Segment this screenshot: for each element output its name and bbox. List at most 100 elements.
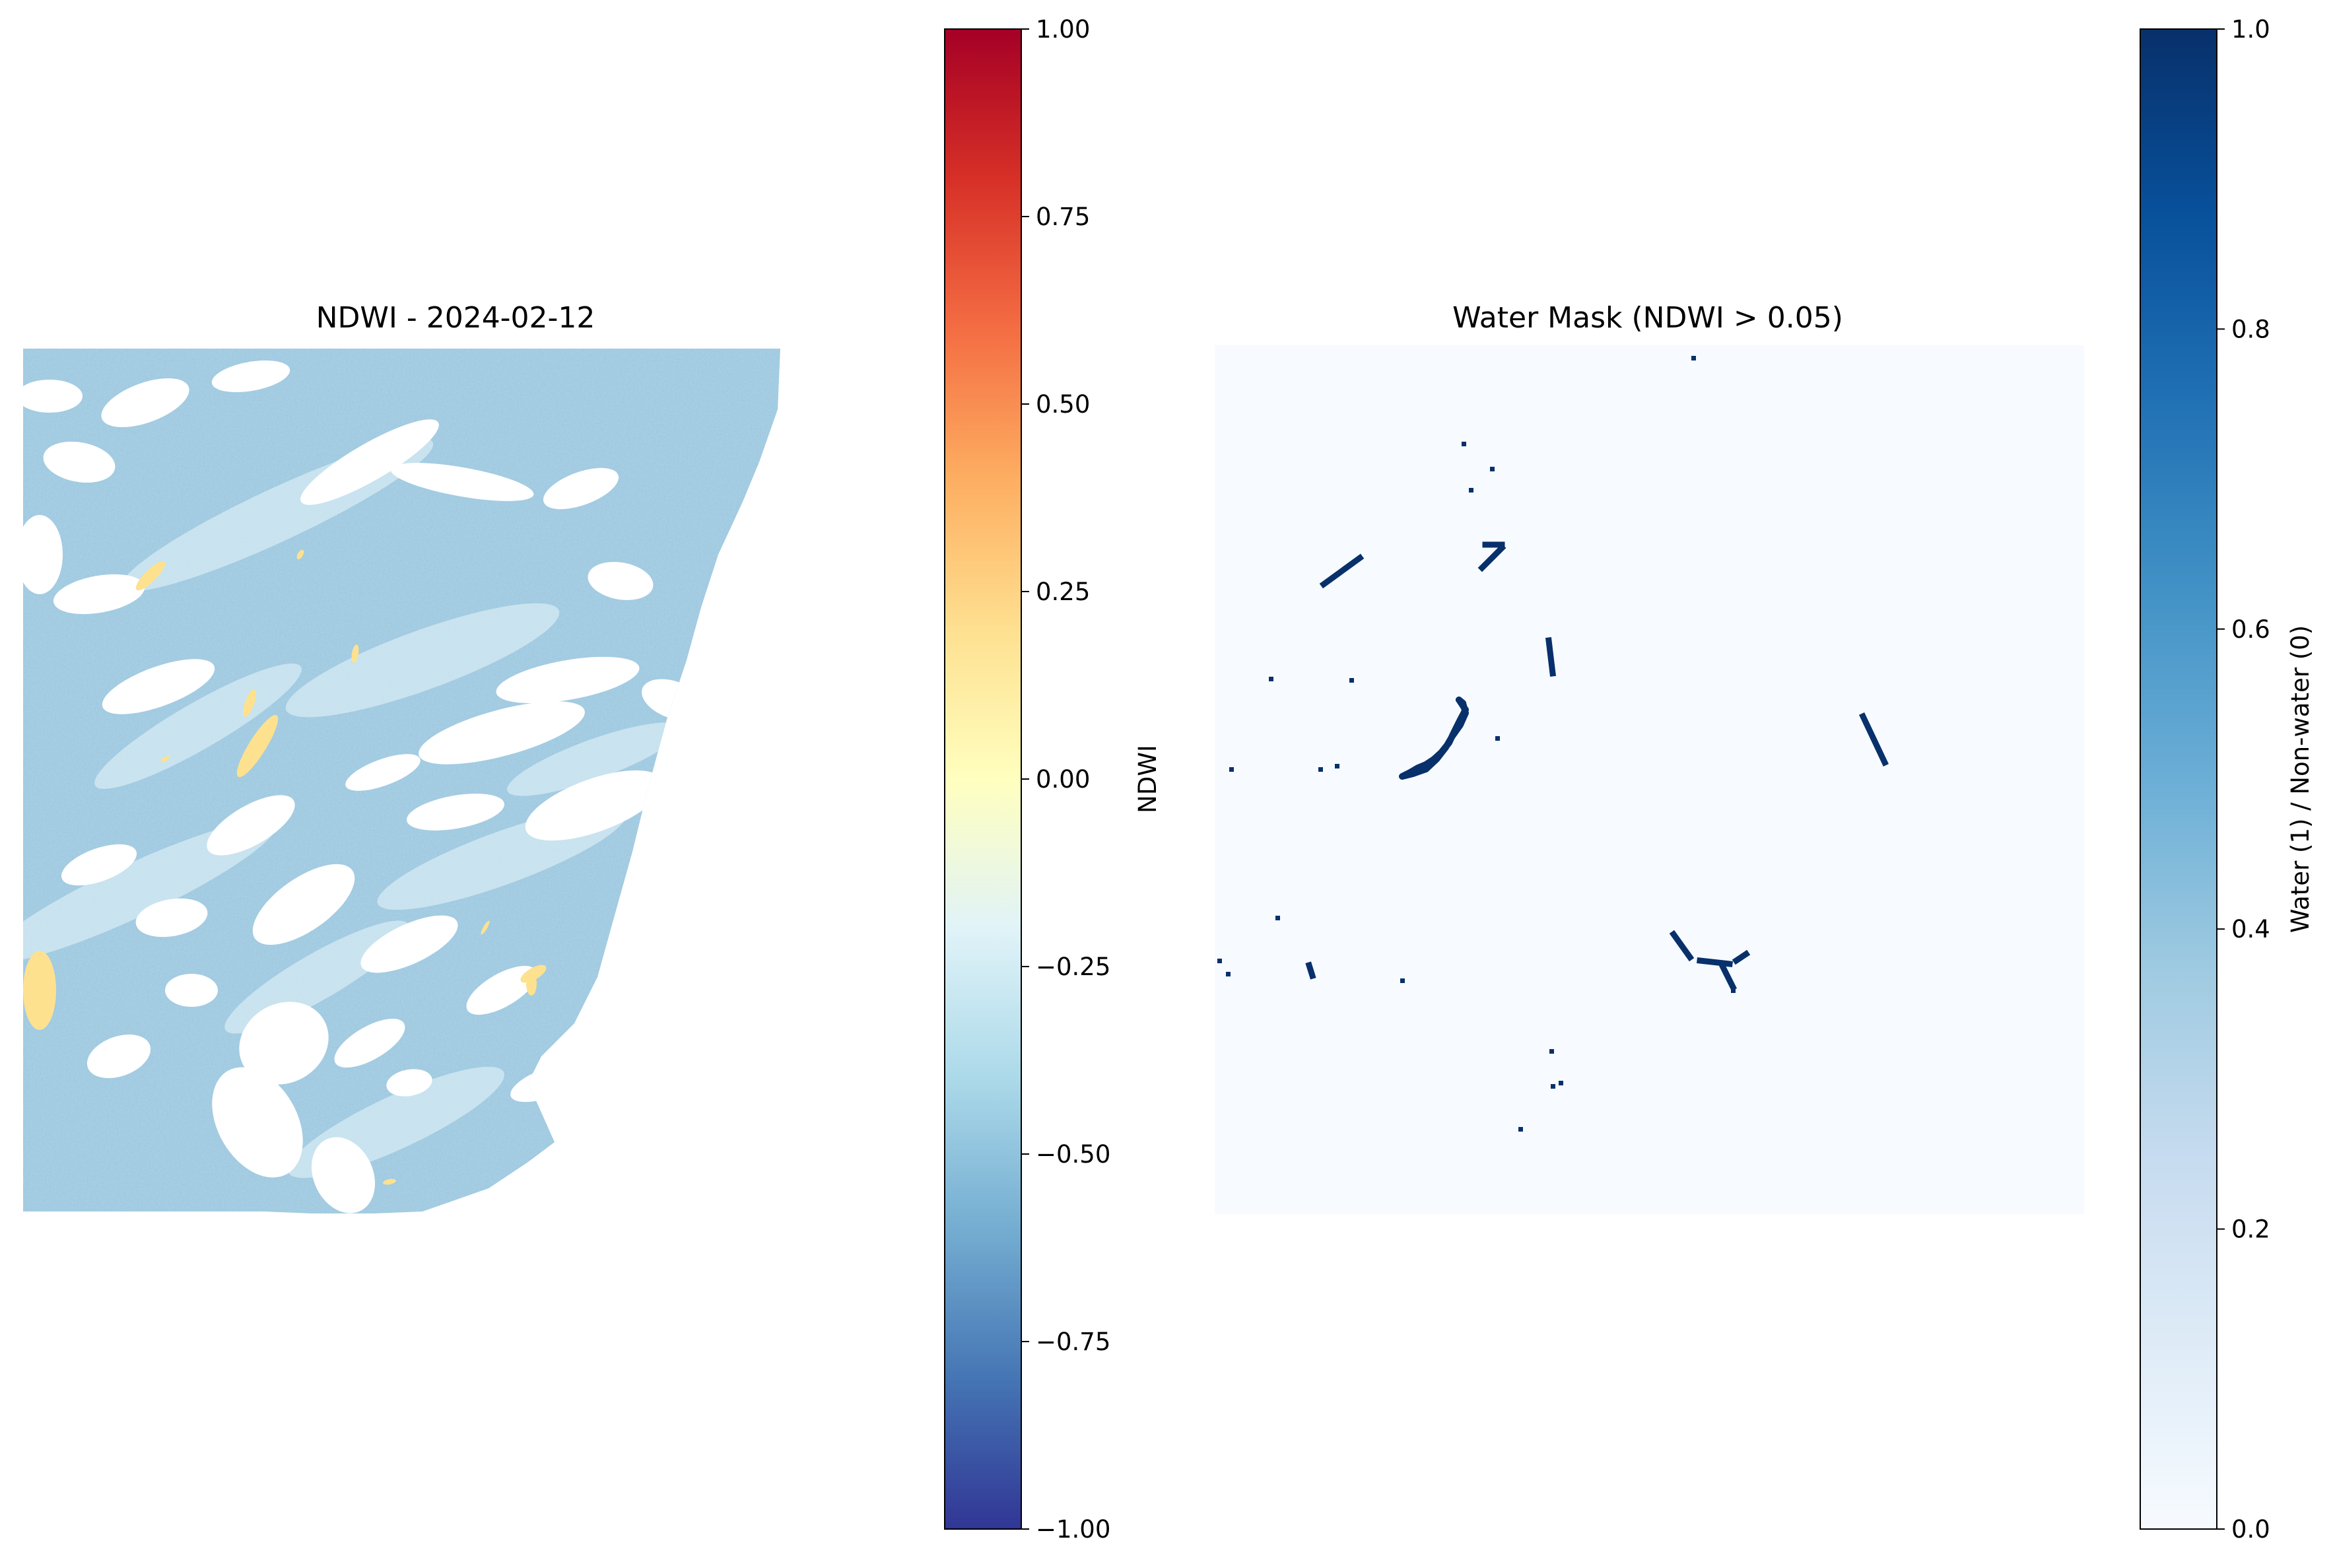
ndwi-pale-patch: [285, 603, 560, 718]
mask-water-pixel: [1275, 916, 1280, 920]
ndwi-water-feature: [296, 549, 304, 560]
mask-water-pixel: [1335, 764, 1339, 768]
ndwi-no-data-patch: [101, 378, 189, 427]
ndwi-no-data-patch: [588, 562, 654, 600]
ndwi-no-data-patch: [386, 1069, 432, 1097]
ndwi-colorbar-ticks: 1.00 0.75 0.50 0.25 0.00 −0.25 −0.50 −0.75 −1.00: [1021, 15, 1110, 1544]
mask-water-segment: [1859, 712, 1889, 767]
mask-water-segment: [1319, 553, 1365, 589]
ndwi-no-data-patch: [311, 1137, 376, 1213]
mask-colorbar-label: Water (1) / Non-water (0): [2286, 625, 2315, 933]
ndwi-no-data-patch: [334, 1019, 405, 1068]
mask-colorbar-fill: [2140, 28, 2217, 1530]
mask-water-pixel: [1318, 767, 1323, 772]
ndwi-colorbar-tick-label: −0.50: [1036, 1140, 1110, 1169]
mask-water-pixel: [1731, 988, 1736, 993]
ndwi-no-data-patch: [407, 794, 504, 831]
mask-water-pixel: [1490, 467, 1495, 471]
ndwi-no-data-patch: [207, 795, 295, 856]
mask-water-segment: [1477, 543, 1506, 572]
mask-water-segment: [1545, 636, 1557, 677]
ndwi-title: NDWI - 2024-02-12: [316, 301, 595, 335]
mask-water-pixel: [1269, 677, 1273, 681]
mask-water-pixel: [1349, 678, 1354, 683]
ndwi-pale-patch: [507, 722, 681, 796]
ndwi-no-data-patch: [61, 844, 137, 886]
ndwi-colorbar-fill: [944, 28, 1022, 1530]
mask-water-segment: [1718, 963, 1738, 992]
mask-water-pixel: [1229, 767, 1234, 772]
mask-water-segment: [1697, 957, 1733, 967]
ndwi-water-feature: [236, 714, 279, 778]
ndwi-no-data-patch: [252, 864, 355, 945]
ndwi-no-data-patch: [466, 966, 537, 1015]
ndwi-colorbar-tick-label: 1.00: [1036, 15, 1090, 44]
ndwi-water-feature: [481, 920, 490, 935]
ndwi-no-data-patch: [543, 467, 619, 510]
mask-water-pixel: [1691, 356, 1696, 360]
ndwi-no-data-patch: [360, 915, 458, 973]
mask-water-pixels: [1217, 356, 1889, 1132]
mask-colorbar-tick-label: 0.0: [2231, 1515, 2270, 1544]
ndwi-water-feature: [135, 561, 166, 591]
ndwi-no-data-patch: [634, 838, 687, 879]
mask-colorbar-tick-label: 1.0: [2231, 15, 2270, 44]
ndwi-water-feature: [160, 756, 170, 763]
ndwi-colorbar-label: NDWI: [1133, 745, 1162, 813]
ndwi-colorbar-tick-label: 0.50: [1036, 390, 1090, 419]
mask-water-lake: [1399, 697, 1469, 780]
ndwi-no-data-patch: [165, 974, 218, 1007]
mask-title: Water Mask (NDWI > 0.05): [1452, 301, 1843, 335]
mask-water-segment: [1305, 961, 1316, 980]
ndwi-no-data-patch: [53, 574, 145, 615]
ndwi-no-data-patch: [419, 701, 585, 765]
ndwi-no-data-patch: [525, 770, 663, 841]
mask-water-pixel: [1559, 1081, 1563, 1085]
mask-image: [1215, 345, 2084, 1214]
mask-water-pixel: [1462, 442, 1466, 446]
ndwi-no-data-areas: [23, 360, 705, 1213]
mask-colorbar-tick-label: 0.4: [2231, 915, 2270, 943]
ndwi-no-data-patch: [496, 656, 640, 704]
mask-water-pixel: [1551, 1084, 1555, 1089]
ndwi-no-data-patch: [135, 898, 208, 937]
mask-water-pixel: [1518, 1127, 1523, 1132]
ndwi-colorbar-tick-label: 0.25: [1036, 578, 1090, 606]
ndwi-image: [23, 349, 780, 1213]
ndwi-no-data-patch: [102, 659, 215, 714]
mask-water-segment: [1732, 949, 1751, 965]
ndwi-no-data-patch: [239, 1002, 329, 1085]
ndwi-no-data-patch: [23, 515, 63, 594]
ndwi-colorbar-tick-label: 0.75: [1036, 203, 1090, 231]
ndwi-water-feature: [351, 644, 359, 663]
ndwi-colorbar-tick-label: −0.25: [1036, 953, 1110, 981]
mask-water-pixel: [1217, 959, 1222, 963]
ndwi-colorbar-tick-label: −1.00: [1036, 1515, 1110, 1544]
ndwi-no-data-patch: [345, 754, 421, 791]
mask-water-pixel: [1495, 736, 1500, 741]
ndwi-water-feature: [243, 689, 256, 717]
mask-colorbar-tick-label: 0.8: [2231, 315, 2270, 343]
mask-water-pixel: [1226, 972, 1231, 976]
mask-colorbar-tick-label: 0.6: [2231, 615, 2270, 644]
ndwi-water-feature: [526, 972, 537, 996]
ndwi-water-feature: [23, 951, 56, 1030]
mask-colorbar-ticks: 1.0 0.8 0.6 0.4 0.2 0.0: [2217, 15, 2270, 1544]
ndwi-panel: NDWI - 2024-02-12 1.00 0.75 0.50 0.25 0.00 −0…: [23, 15, 1162, 1544]
mask-colorbar: 1.0 0.8 0.6 0.4 0.2 0.0 Water (1) / Non-water…: [2140, 15, 2315, 1544]
mask-colorbar-tick-label: 0.2: [2231, 1215, 2270, 1244]
ndwi-no-data-patch: [211, 360, 290, 393]
ndwi-no-data-patch: [212, 1067, 303, 1178]
mask-water-segment: [1669, 930, 1695, 962]
ndwi-colorbar-tick-label: −0.75: [1036, 1328, 1110, 1356]
ndwi-pale-patch: [23, 820, 277, 963]
ndwi-pale-patch: [224, 920, 409, 1034]
ndwi-no-data-patch: [390, 463, 534, 501]
ndwi-no-data-patch: [43, 441, 116, 483]
mask-water-pixel: [1469, 488, 1473, 493]
mask-panel: Water Mask (NDWI > 0.05) 1.0 0.8 0.6 0.4 0.2…: [1215, 15, 2315, 1544]
ndwi-water-feature: [670, 716, 690, 756]
ndwi-water-feature: [383, 1178, 396, 1185]
mask-water-pixel: [1400, 978, 1405, 983]
